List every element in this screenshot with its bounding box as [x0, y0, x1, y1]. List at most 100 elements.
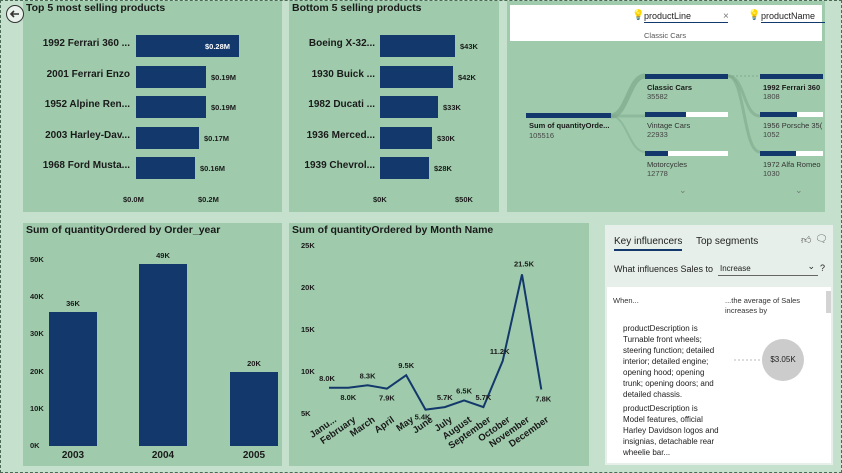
year-bar[interactable] [139, 263, 187, 446]
x-tick-label: $50K [455, 195, 473, 204]
scrollbar[interactable] [826, 291, 831, 313]
tree-connectors [610, 73, 761, 154]
influencer-card: When... ...the average of Sales increase… [607, 287, 831, 463]
month-data-label: 7.8K [535, 394, 551, 403]
y-tick-label: 20K [30, 366, 44, 376]
month-category-label: April [373, 414, 397, 435]
node-title[interactable]: 1956 Porsche 35( [763, 121, 823, 130]
filter-productline[interactable]: productLine [644, 11, 728, 23]
feedback-icon[interactable]: 🗨︎ [815, 234, 828, 245]
node-value: 1052 [763, 130, 780, 139]
month-panel: Sum of quantityOrdered by Month Name 5K 1… [289, 223, 589, 466]
product-bar[interactable] [136, 35, 239, 57]
month-data-label: 5.7K [475, 393, 491, 402]
node-title[interactable]: Motorcycles [647, 160, 688, 169]
average-header: ...the average of Sales increases by [725, 296, 801, 315]
y-tick-label: 0K [30, 441, 40, 450]
product-label: 1968 Ford Musta... [42, 160, 130, 171]
node-bar[interactable] [760, 112, 797, 117]
x-tick-label: $0.0M [123, 195, 144, 204]
month-data-label: 9.5K [398, 361, 414, 370]
product-label: 2001 Ferrari Enzo [46, 68, 130, 80]
order-year-panel: Sum of quantityOrdered by Order_year 0K 1… [23, 223, 282, 466]
product-bar[interactable] [380, 35, 455, 57]
product-value-label: $0.19M [211, 103, 237, 112]
product-value-label: $43K [460, 42, 478, 51]
product-bar[interactable] [136, 126, 199, 149]
x-tick-label: $0.2M [198, 195, 219, 204]
node-bar[interactable] [760, 74, 823, 79]
node-bar[interactable] [645, 151, 668, 156]
y-tick-label: 5K [301, 409, 311, 418]
influence-question: What influences Sales to [614, 264, 714, 274]
influence-direction-select[interactable]: Increase ⌄ [718, 261, 818, 276]
product-bar[interactable] [380, 157, 429, 179]
chevron-down-icon[interactable]: ⌄ [679, 185, 687, 195]
year-value-label: 20K [247, 358, 261, 368]
chevron-down-icon[interactable]: ⌄ [795, 185, 803, 195]
year-bar[interactable] [230, 371, 278, 446]
filter-productline-value: Classic Cars [644, 31, 687, 40]
product-label: Boeing X-32... [308, 38, 375, 49]
node-bar[interactable] [760, 151, 796, 156]
month-data-label: 8.3K [360, 371, 376, 380]
back-arrow-icon [9, 10, 19, 18]
month-series-line[interactable] [329, 274, 543, 411]
product-bar[interactable] [380, 96, 438, 118]
product-bar[interactable] [136, 96, 206, 118]
influence-bubble[interactable]: $3.05K [762, 339, 804, 381]
year-bar[interactable] [49, 312, 97, 446]
when-header: When... [613, 296, 639, 305]
product-value-label: $33K [443, 103, 461, 112]
product-value-label: $42K [458, 72, 476, 82]
influencer-description-1[interactable]: productDescription is Turnable front whe… [623, 324, 715, 399]
month-data-label: 5.4K [415, 413, 431, 422]
product-value-label: $0.17M [204, 133, 230, 143]
thumbs-up-icon[interactable]: 👍︎ [801, 235, 812, 246]
node-value: 22933 [647, 130, 668, 139]
key-influencers-panel: Key influencers Top segments 👍︎ 🗨︎ What … [605, 225, 833, 465]
lightbulb-icon: 💡 [748, 10, 761, 21]
tab-top-segments[interactable]: Top segments [696, 236, 759, 247]
filter-bar: 💡 productLine × Classic Cars 💡 productNa… [510, 5, 825, 41]
help-icon[interactable]: ? [820, 263, 826, 273]
influence-direction-value: Increase [720, 264, 751, 273]
product-bar[interactable] [136, 65, 206, 88]
product-label: 1952 Alpine Ren... [44, 99, 130, 110]
node-bar-track [645, 151, 728, 156]
node-title[interactable]: 1972 Alfa Romeo [763, 160, 821, 169]
node-title[interactable]: 1992 Ferrari 360 [763, 83, 821, 92]
back-button[interactable] [6, 5, 24, 23]
root-title[interactable]: Sum of quantityOrde... [529, 121, 610, 130]
order-year-title: Sum of quantityOrdered by Order_year [26, 224, 221, 236]
node-title[interactable]: Vintage Cars [647, 121, 691, 130]
node-bar[interactable] [645, 74, 728, 79]
year-category-label: 2003 [61, 450, 85, 461]
node-title[interactable]: Classic Cars [647, 83, 693, 92]
bottom5-panel: Bottom 5 selling products Boeing X-32...… [289, 1, 499, 212]
product-bar[interactable] [380, 65, 453, 88]
product-bar[interactable] [380, 126, 432, 149]
month-data-label: 11.2K [490, 347, 510, 356]
y-tick-label: 20K [301, 283, 315, 292]
close-icon[interactable]: × [723, 11, 729, 22]
product-label: 1992 Ferrari 360 ... [42, 38, 130, 49]
decomposition-tree-panel: 💡 productLine × Classic Cars 💡 productNa… [507, 1, 825, 212]
product-bar[interactable] [136, 157, 195, 179]
node-bar[interactable] [645, 112, 686, 117]
product-label: 1982 Ducati ... [308, 99, 375, 110]
y-tick-label: 40K [30, 292, 44, 302]
chevron-down-icon: ⌄ [807, 261, 815, 271]
product-label: 1936 Merced... [306, 129, 375, 141]
y-tick-label: 10K [301, 367, 315, 376]
year-value-label: 49K [156, 250, 170, 260]
product-label: 2003 Harley-Dav... [45, 129, 130, 141]
filter-productname[interactable]: productName [761, 11, 825, 23]
node-value: 35582 [647, 92, 668, 101]
tab-key-influencers[interactable]: Key influencers [614, 236, 683, 251]
y-tick-label: 30K [30, 329, 44, 339]
node-bar-track [645, 112, 728, 117]
influencer-description-2[interactable]: productDescription is Model features, of… [623, 404, 719, 457]
lightbulb-icon: 💡 [632, 10, 645, 21]
